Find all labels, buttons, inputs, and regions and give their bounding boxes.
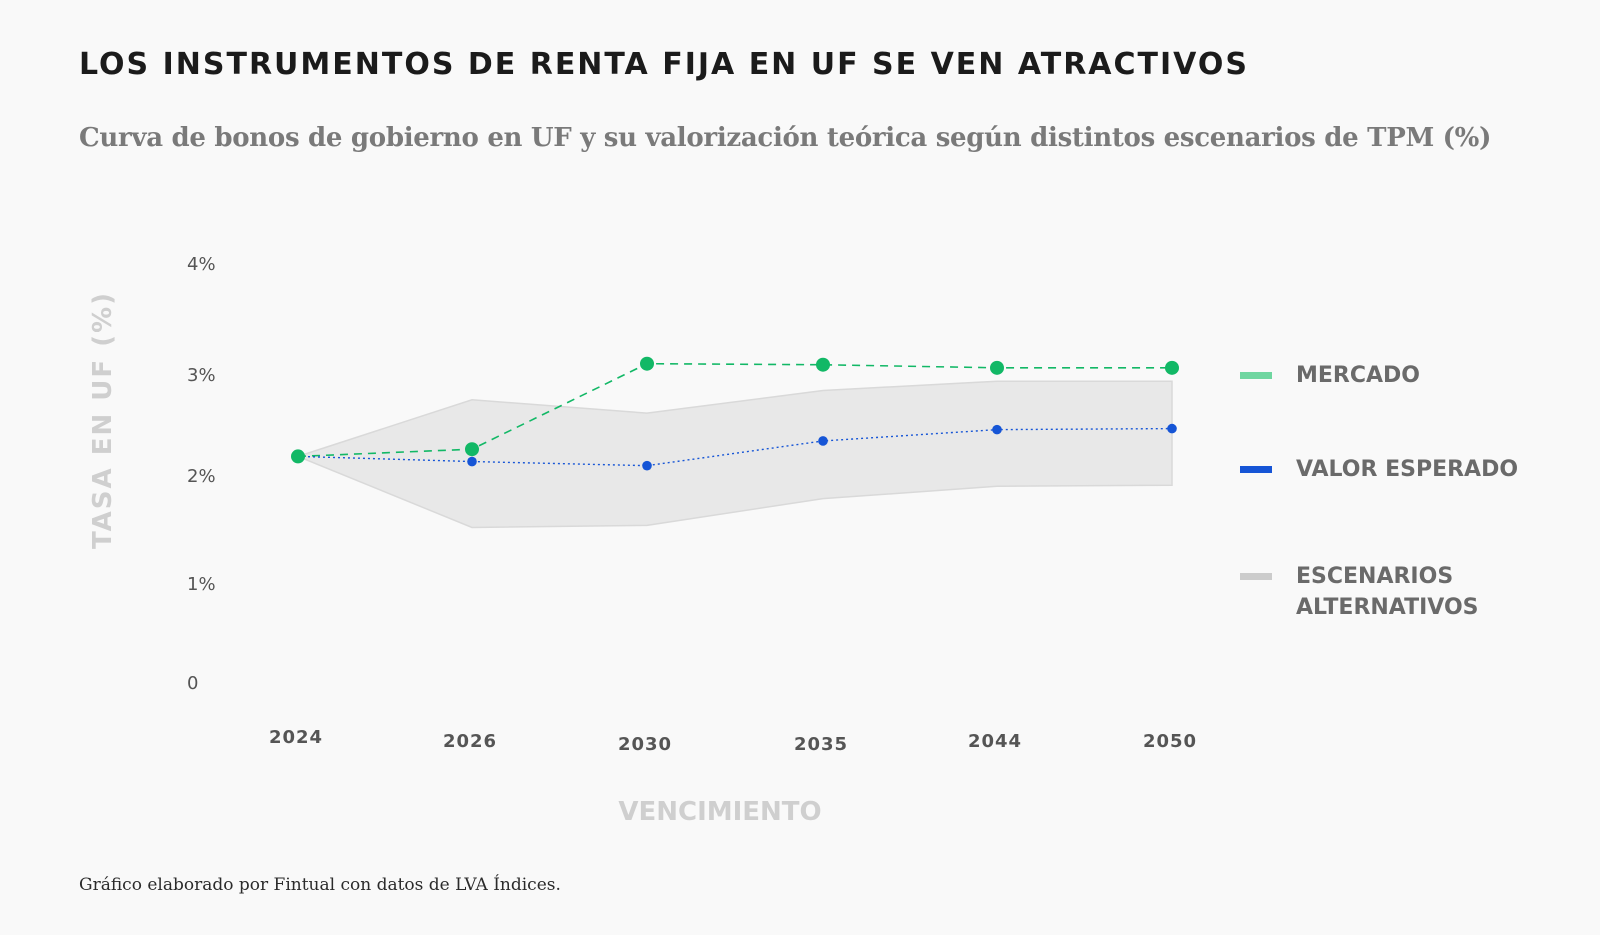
point-series-1-2026: [467, 456, 477, 467]
y-tick-label-0: 0: [187, 673, 198, 694]
legend-swatch-escenarios: [1240, 573, 1272, 580]
band-layer: [295, 380, 1173, 529]
point-series-0-2035: [816, 357, 830, 372]
point-series-1-2044: [992, 424, 1002, 435]
legend-swatch-valor-esperado: [1240, 466, 1272, 473]
point-series-0-2030: [640, 356, 654, 371]
series-line-1: [297, 427, 1173, 467]
legend-item-valor-esperado: VALOR ESPERADO: [1240, 454, 1536, 485]
chart-title: LOS INSTRUMENTOS DE RENTA FIJA EN UF SE …: [79, 47, 1249, 82]
point-series-1-2035: [818, 436, 828, 446]
x-axis-label: VENCIMIENTO: [618, 797, 822, 827]
x-tick-label-2030: 2030: [618, 734, 672, 755]
legend-item-mercado: MERCADO: [1240, 360, 1536, 391]
y-tick-label-3: 3%: [187, 365, 216, 386]
y-tick-label-1: 1%: [187, 574, 216, 595]
point-series-1-2050: [1167, 423, 1177, 434]
legend-item-escenarios: ESCENARIOS ALTERNATIVOS: [1240, 561, 1536, 623]
point-series-0-2024: [291, 449, 305, 464]
x-ticks: 2024 2026 2030 2035 2044 2050: [269, 727, 1197, 755]
x-tick-label-2026: 2026: [443, 731, 497, 752]
x-tick-label-2035: 2035: [794, 734, 848, 755]
x-tick-label-2050: 2050: [1143, 731, 1197, 752]
legend-label-escenarios: ESCENARIOS ALTERNATIVOS: [1296, 564, 1479, 620]
point-series-0-2026: [465, 442, 479, 457]
point-series-1-2030: [642, 460, 652, 471]
point-series-0-2050: [1165, 360, 1179, 375]
band-escenarios-alternativos: [295, 380, 1173, 529]
x-tick-label-2024: 2024: [269, 727, 323, 748]
point-series-0-2044: [990, 360, 1004, 375]
legend-label-mercado: MERCADO: [1296, 363, 1420, 388]
source-note: Gráfico elaborado por Fintual con datos …: [79, 875, 561, 895]
point-layer: [291, 356, 1179, 471]
x-tick-label-2044: 2044: [968, 731, 1022, 752]
chart-subtitle: Curva de bonos de gobierno en UF y su va…: [79, 123, 1492, 153]
series-line-0: [297, 362, 1172, 458]
legend-label-valor-esperado: VALOR ESPERADO: [1296, 457, 1519, 482]
y-tick-label-2: 2%: [187, 466, 216, 487]
y-ticks: 0 1% 2% 3% 4%: [187, 254, 216, 694]
y-tick-label-4: 4%: [187, 254, 216, 275]
legend-swatch-mercado: [1240, 372, 1272, 379]
line-layer: [297, 362, 1173, 467]
